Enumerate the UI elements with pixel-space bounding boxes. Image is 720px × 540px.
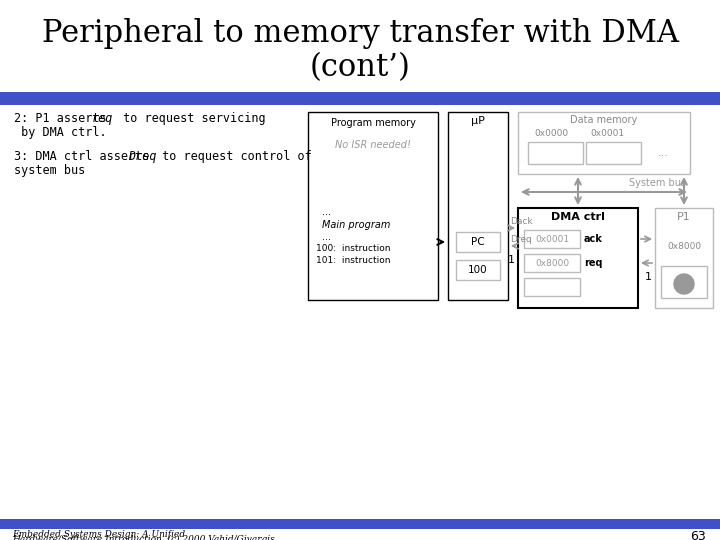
Text: (cont’): (cont’) bbox=[310, 52, 410, 83]
Text: system bus: system bus bbox=[14, 164, 85, 177]
Bar bbox=[456, 260, 500, 280]
Text: Program memory: Program memory bbox=[330, 118, 415, 128]
Bar bbox=[0, 519, 720, 529]
Text: to request control of: to request control of bbox=[155, 150, 312, 163]
Text: ...: ... bbox=[322, 232, 331, 242]
Text: 0x0001: 0x0001 bbox=[535, 234, 569, 244]
Text: ...: ... bbox=[657, 148, 668, 158]
Text: ack: ack bbox=[584, 234, 603, 244]
Bar bbox=[524, 230, 580, 248]
Bar bbox=[524, 254, 580, 272]
Text: 1: 1 bbox=[508, 255, 515, 265]
Text: 2: P1 asserts: 2: P1 asserts bbox=[14, 112, 114, 125]
Bar bbox=[586, 142, 641, 164]
Text: 101:  instruction: 101: instruction bbox=[316, 256, 390, 265]
Text: Embedded Systems Design: A Unified: Embedded Systems Design: A Unified bbox=[12, 530, 185, 539]
Text: P1: P1 bbox=[677, 212, 691, 222]
Bar bbox=[308, 112, 438, 300]
Text: DMA ctrl: DMA ctrl bbox=[551, 212, 605, 222]
Bar bbox=[524, 278, 580, 296]
Text: Hardware/Software Introduction, (c) 2000 Vahid/Givargis: Hardware/Software Introduction, (c) 2000… bbox=[12, 535, 275, 540]
Text: to request servicing: to request servicing bbox=[116, 112, 266, 125]
Text: 100:  instruction: 100: instruction bbox=[316, 244, 390, 253]
Text: Dack: Dack bbox=[510, 217, 533, 226]
Text: μP: μP bbox=[471, 116, 485, 126]
Bar bbox=[456, 232, 500, 252]
Text: 100: 100 bbox=[468, 265, 488, 275]
Text: PC: PC bbox=[471, 237, 485, 247]
Bar bbox=[0, 92, 720, 105]
Text: req: req bbox=[92, 112, 113, 125]
Text: req: req bbox=[584, 258, 603, 268]
Text: Dreq: Dreq bbox=[128, 150, 156, 163]
Bar bbox=[518, 208, 638, 308]
Bar bbox=[518, 112, 690, 174]
Circle shape bbox=[674, 274, 694, 294]
Bar bbox=[528, 142, 583, 164]
Text: 0x8000: 0x8000 bbox=[535, 259, 569, 267]
Text: 0x8000: 0x8000 bbox=[667, 242, 701, 251]
Bar bbox=[448, 112, 508, 300]
Text: 0x0001: 0x0001 bbox=[590, 129, 624, 138]
Text: System bus: System bus bbox=[629, 178, 686, 188]
Text: Data memory: Data memory bbox=[570, 115, 638, 125]
Text: 0x0000: 0x0000 bbox=[534, 129, 568, 138]
Text: Main program: Main program bbox=[322, 220, 390, 230]
Text: 1: 1 bbox=[644, 272, 652, 282]
Text: 63: 63 bbox=[690, 530, 706, 540]
Text: 3: DMA ctrl asserts: 3: DMA ctrl asserts bbox=[14, 150, 156, 163]
Text: Peripheral to memory transfer with DMA: Peripheral to memory transfer with DMA bbox=[42, 18, 678, 49]
Bar bbox=[661, 266, 707, 298]
Text: by DMA ctrl.: by DMA ctrl. bbox=[14, 126, 107, 139]
Text: No ISR needed!: No ISR needed! bbox=[335, 140, 411, 150]
Bar bbox=[655, 208, 713, 308]
Text: Dreq: Dreq bbox=[510, 235, 532, 244]
Text: ...: ... bbox=[322, 207, 331, 217]
